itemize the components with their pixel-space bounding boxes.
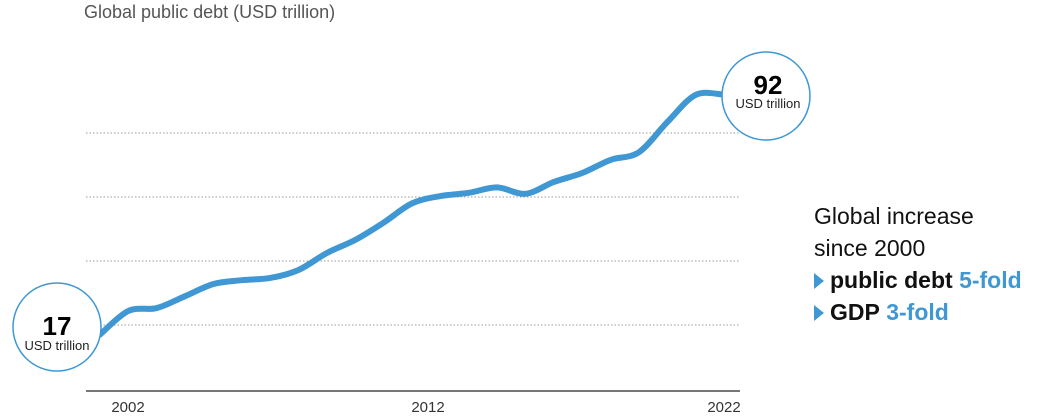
side-note: Global increase since 2000 public debt 5…: [814, 200, 1022, 328]
start-value: 17: [43, 311, 72, 341]
triangle-bullet-icon: [814, 305, 824, 321]
start-annotation: 17 USD trillion: [12, 282, 102, 372]
side-note-line2: since 2000: [814, 235, 926, 261]
x-tick-label: 2022: [707, 399, 740, 416]
item-label: GDP: [830, 299, 880, 325]
start-circle: [12, 282, 102, 372]
side-note-item-debt: public debt 5-fold: [814, 264, 1022, 296]
x-tick-label: 2002: [111, 399, 144, 416]
x-tick-label: 2012: [411, 399, 444, 416]
triangle-bullet-icon: [814, 273, 824, 289]
end-circle: [721, 51, 811, 141]
end-unit: USD trillion: [735, 96, 800, 111]
end-annotation: 92 USD trillion: [721, 51, 811, 141]
series-line-public-debt: [97, 89, 727, 338]
chart-title: Global public debt (USD trillion): [84, 2, 336, 22]
side-note-line1: Global increase: [814, 203, 974, 229]
item-value: 5-fold: [959, 267, 1022, 293]
item-label: public debt: [830, 267, 953, 293]
item-value: 3-fold: [886, 299, 949, 325]
side-note-item-gdp: GDP 3-fold: [814, 296, 1022, 328]
start-unit: USD trillion: [24, 338, 89, 353]
end-value: 92: [754, 70, 783, 100]
